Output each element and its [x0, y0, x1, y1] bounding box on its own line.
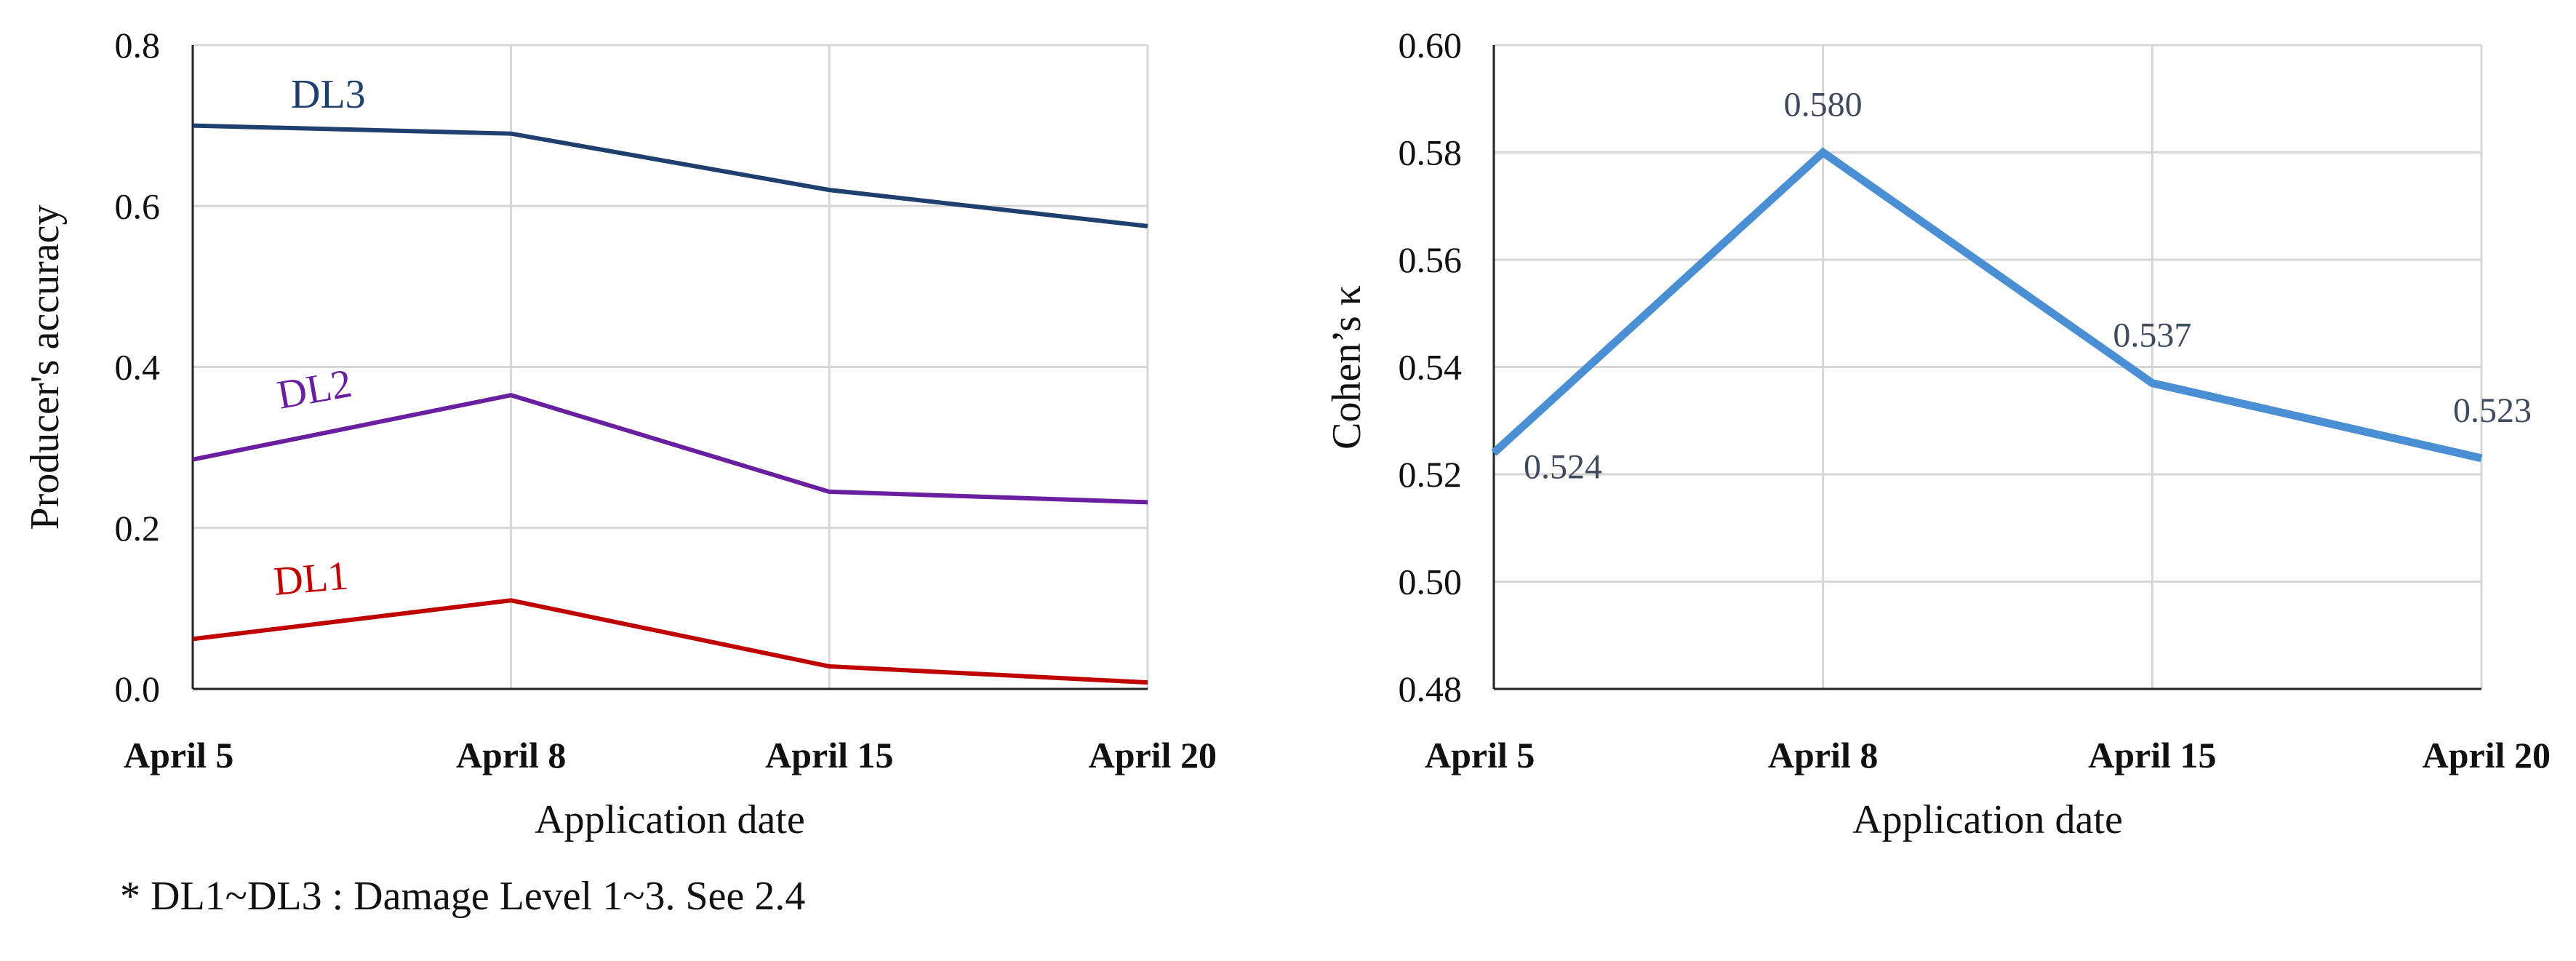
chart2-y-tick-label: 0.56	[1399, 239, 1463, 280]
chart1-x-tick-label: April 5	[124, 735, 233, 775]
chart1-y-tick-label: 0.0	[115, 669, 161, 709]
chart1-x-tick-label: April 20	[1089, 735, 1217, 775]
chart2-y-tick-label: 0.60	[1399, 25, 1463, 65]
chart1-series-line-dl2	[192, 393, 1148, 505]
chart1-y-axis-title: Producer's accuracy	[23, 205, 68, 530]
chart2-data-label: 0.537	[2113, 316, 2191, 355]
chart2-data-label: 0.523	[2453, 391, 2532, 430]
chart2-x-axis-title: Application date	[1852, 797, 2123, 842]
chart1-y-tick-label: 0.6	[115, 186, 161, 226]
series-label-dl1: DL1	[272, 553, 351, 605]
chart2-data-label: 0.524	[1524, 448, 1602, 487]
series-label-dl3: DL3	[291, 72, 366, 117]
chart1-y-tick-label: 0.2	[115, 508, 161, 549]
chart1-x-tick-label: April 8	[456, 735, 566, 775]
chart2-series-line-kappa	[1491, 147, 2483, 463]
series-label-dl2: DL2	[273, 361, 355, 418]
chart2-x-tick-label: April 20	[2423, 735, 2551, 775]
chart1-x-tick-label: April 15	[765, 735, 893, 775]
chart1-y-tick-label: 0.8	[115, 25, 161, 65]
chart2-y-tick-label: 0.50	[1399, 562, 1463, 602]
chart1-series-line-dl1	[192, 598, 1148, 685]
chart1-x-axis-title: Application date	[535, 797, 805, 842]
chart2-x-tick-label: April 15	[2088, 735, 2216, 775]
chart2-x-tick-label: April 5	[1425, 735, 1535, 775]
chart2-data-label: 0.580	[1784, 86, 1863, 124]
chart1-series-line-dl3	[192, 123, 1148, 228]
chart2-y-axis-title: Cohen’s κ	[1324, 285, 1369, 450]
chart2-y-tick-label: 0.58	[1399, 132, 1463, 173]
chart2-y-tick-label: 0.52	[1399, 454, 1463, 495]
chart1-y-tick-label: 0.4	[115, 347, 161, 388]
chart2-x-tick-label: April 8	[1768, 735, 1878, 775]
footnote: * DL1~DL3 : Damage Level 1~3. See 2.4	[120, 874, 806, 919]
chart2-y-tick-label: 0.48	[1399, 669, 1463, 709]
chart2-y-tick-label: 0.54	[1399, 347, 1463, 388]
